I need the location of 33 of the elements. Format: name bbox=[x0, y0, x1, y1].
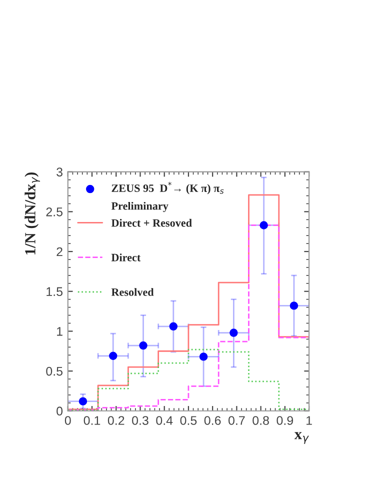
x-tick-label: 0.5 bbox=[180, 416, 197, 425]
point bbox=[169, 322, 178, 331]
point bbox=[290, 302, 298, 310]
x-tick-label: 0.1 bbox=[84, 416, 100, 425]
annotation: Preliminary bbox=[111, 202, 168, 212]
x-tick-label: 0.3 bbox=[132, 416, 148, 425]
y-axis-title: 1/N (dN/dx$_{γ}$) bbox=[24, 172, 40, 254]
x-tick-label: 0.6 bbox=[204, 416, 221, 425]
y-tick-label: 0.5 bbox=[46, 366, 63, 376]
x-tick-label: 0.8 bbox=[252, 416, 269, 425]
legend-label: Direct + Resoved bbox=[111, 218, 192, 227]
x-tick-label: 0.2 bbox=[108, 416, 124, 425]
y-tick-label: 1.5 bbox=[46, 287, 63, 296]
legend-label: ZEUS 95 D$^{*}$→ (K π) π$_{s}$ bbox=[112, 182, 224, 194]
point bbox=[139, 341, 148, 350]
point bbox=[78, 397, 88, 406]
y-tick-label: 3 bbox=[56, 168, 62, 176]
point bbox=[199, 352, 208, 361]
legend-label: Resolved bbox=[111, 288, 154, 296]
x-tick-label: 0 bbox=[64, 416, 71, 425]
point bbox=[230, 328, 238, 337]
x-tick-label: 1 bbox=[306, 416, 312, 425]
x-tick-label: 0.9 bbox=[276, 416, 294, 425]
point bbox=[109, 352, 118, 360]
x-axis-title: x$_{γ}$ bbox=[294, 432, 309, 444]
y-tick-label: 2 bbox=[56, 247, 62, 256]
point bbox=[260, 221, 268, 230]
x-tick-label: 0.4 bbox=[156, 416, 173, 425]
y-tick-label: 0 bbox=[56, 406, 63, 416]
legend-label: Direct bbox=[111, 253, 141, 262]
y-tick-label: 1 bbox=[57, 327, 62, 336]
y-tick-label: 2.5 bbox=[46, 207, 63, 216]
x-tick-label: 0.7 bbox=[228, 416, 245, 425]
